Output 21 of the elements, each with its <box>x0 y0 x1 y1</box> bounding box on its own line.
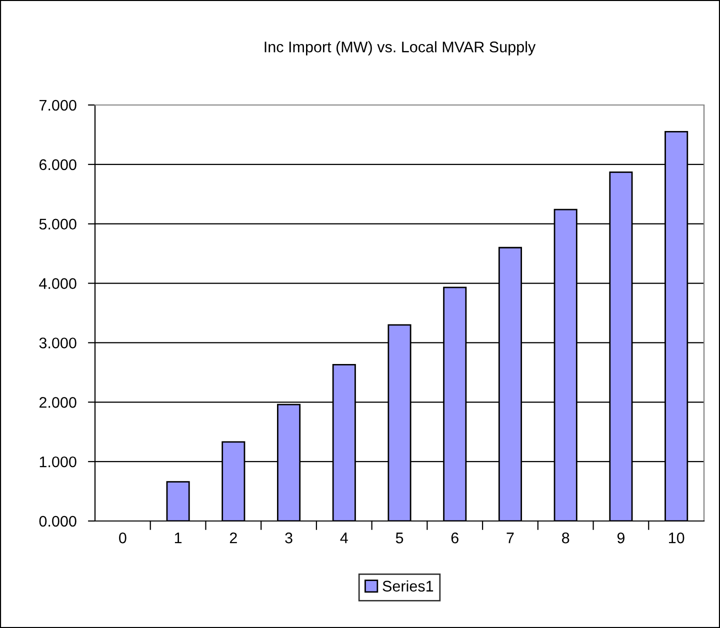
y-tick-label: 7.000 <box>40 100 76 111</box>
x-tick-label: 3 <box>285 532 292 544</box>
y-tick-label: 0.000 <box>39 516 76 527</box>
x-tick-label: 2 <box>230 532 237 544</box>
y-tick-label: 5.000 <box>39 218 76 230</box>
y-tick-label: 1.000 <box>40 456 76 468</box>
x-tick-label: 1 <box>174 532 182 544</box>
y-tick-label: 3.000 <box>39 338 76 348</box>
legend-label: Series1 <box>382 580 434 592</box>
chart-title: Inc Import (MW) vs. Local MVAR Supply <box>264 41 536 56</box>
y-tick-label: 6.000 <box>39 159 76 170</box>
x-tick-label: 8 <box>562 532 570 544</box>
x-tick-label: 10 <box>668 532 684 544</box>
x-tick-label: 5 <box>396 532 404 544</box>
y-tick-label: 2.000 <box>39 397 76 408</box>
x-tick-label: 4 <box>340 532 348 544</box>
x-tick-label: 7 <box>506 532 514 544</box>
x-tick-label: 6 <box>451 532 458 544</box>
x-tick-label: 0 <box>119 532 126 544</box>
x-tick-label: 9 <box>617 532 624 544</box>
y-tick-label: 4.000 <box>39 278 76 289</box>
